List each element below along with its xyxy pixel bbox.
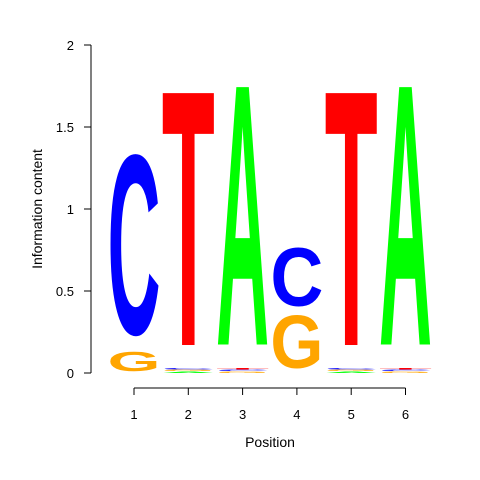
y-tick-label: 0 — [67, 366, 74, 381]
logo-letter-g: G — [379, 371, 432, 373]
y-tick-label: 0.5 — [56, 284, 74, 299]
y-tick-label: 1 — [67, 202, 74, 217]
y-tick-label: 2 — [67, 38, 74, 53]
logo-letter-g: G — [162, 369, 215, 371]
x-tick-label: 2 — [185, 407, 192, 422]
x-axis: 1 2 3 4 5 6 — [130, 387, 409, 422]
logo-letter-a: A — [216, 7, 269, 425]
y-axis-title: Information content — [29, 149, 45, 269]
logo-letter-c: C — [216, 369, 269, 371]
logo-letter-c: C — [325, 368, 378, 370]
logo-letter-g: G — [216, 371, 269, 373]
y-axis: 0 0.5 1 1.5 2 — [56, 38, 92, 381]
logo-letter-t: T — [216, 368, 269, 370]
x-tick-label: 6 — [402, 407, 409, 422]
x-tick-label: 4 — [293, 407, 300, 422]
logo-letter-c: C — [108, 103, 161, 390]
logo-letter-g: G — [270, 301, 323, 385]
logo-letter-t: T — [379, 368, 432, 370]
logo-letter-g: G — [108, 347, 161, 378]
logo-letter-a: A — [379, 7, 432, 425]
x-tick-label: 1 — [130, 407, 137, 422]
x-axis-title: Position — [245, 434, 295, 450]
y-tick-label: 1.5 — [56, 120, 74, 135]
logo-letter-t: T — [325, 15, 378, 424]
logo-letter-a: A — [325, 371, 378, 373]
logo-letter-a: A — [162, 371, 215, 373]
x-tick-label: 5 — [348, 407, 355, 422]
logo-letter-c: C — [379, 369, 432, 371]
logo-letter-t: T — [162, 15, 215, 424]
x-tick-label: 3 — [239, 407, 246, 422]
logo-letter-c: C — [270, 230, 323, 323]
logo-letter-c: C — [162, 368, 215, 370]
logo-letter-g: G — [325, 369, 378, 371]
